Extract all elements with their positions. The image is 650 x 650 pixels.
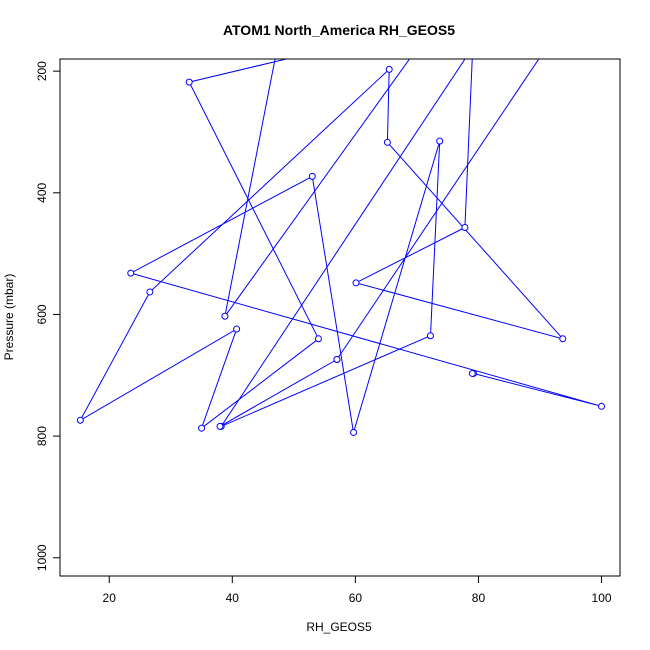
series-line — [336, 59, 540, 360]
x-tick-label: 80 — [472, 591, 486, 605]
x-axis: 20 40 60 80 100 — [103, 575, 612, 605]
data-point — [233, 325, 241, 333]
data-point — [598, 402, 606, 410]
chart-title: ATOM1 North_America RH_GEOS5 — [223, 22, 455, 38]
y-tick-label: 800 — [35, 426, 49, 446]
data-point — [314, 335, 322, 343]
data-point — [221, 312, 229, 320]
x-tick-label: 100 — [592, 591, 612, 605]
x-axis-label: RH_GEOS5 — [306, 620, 372, 634]
data-point — [385, 65, 393, 73]
y-tick-label: 1000 — [35, 544, 49, 571]
data-point — [185, 78, 193, 86]
data-point — [352, 279, 360, 287]
data-point — [461, 223, 469, 231]
data-point — [333, 355, 341, 363]
data-point — [216, 422, 224, 430]
x-tick-label: 20 — [103, 591, 117, 605]
data-point — [350, 428, 358, 436]
series-line — [224, 59, 411, 317]
data-point — [146, 288, 154, 296]
y-tick-label: 200 — [35, 61, 49, 81]
y-axis: 200 400 600 800 1000 — [35, 61, 61, 571]
x-tick-label: 40 — [226, 591, 240, 605]
series-layer — [76, 59, 606, 436]
x-tick-label: 60 — [349, 591, 363, 605]
plot-frame — [59, 58, 621, 577]
data-point — [468, 369, 476, 377]
plot-area — [59, 58, 621, 577]
series-line — [219, 359, 338, 427]
y-tick-label: 600 — [35, 304, 49, 324]
data-point — [426, 332, 434, 340]
y-axis-label: Pressure (mbar) — [2, 274, 16, 361]
data-point — [559, 335, 567, 343]
data-point — [127, 269, 135, 277]
data-point — [76, 416, 84, 424]
data-point — [198, 424, 206, 432]
data-point — [383, 138, 391, 146]
series-line — [79, 59, 602, 433]
y-tick-label: 400 — [35, 182, 49, 202]
data-point — [436, 137, 444, 145]
data-point — [308, 172, 316, 180]
